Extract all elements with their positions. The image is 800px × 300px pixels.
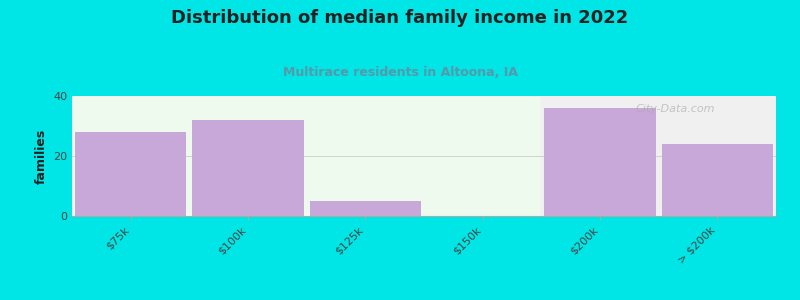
Text: City-Data.com: City-Data.com <box>635 104 714 114</box>
Text: Distribution of median family income in 2022: Distribution of median family income in … <box>171 9 629 27</box>
Bar <box>192 120 304 216</box>
Bar <box>544 108 656 216</box>
Y-axis label: families: families <box>34 128 47 184</box>
Bar <box>310 201 421 216</box>
Text: Multirace residents in Altoona, IA: Multirace residents in Altoona, IA <box>282 66 518 79</box>
Bar <box>542 0 776 231</box>
Bar <box>75 132 186 216</box>
Bar <box>662 144 773 216</box>
